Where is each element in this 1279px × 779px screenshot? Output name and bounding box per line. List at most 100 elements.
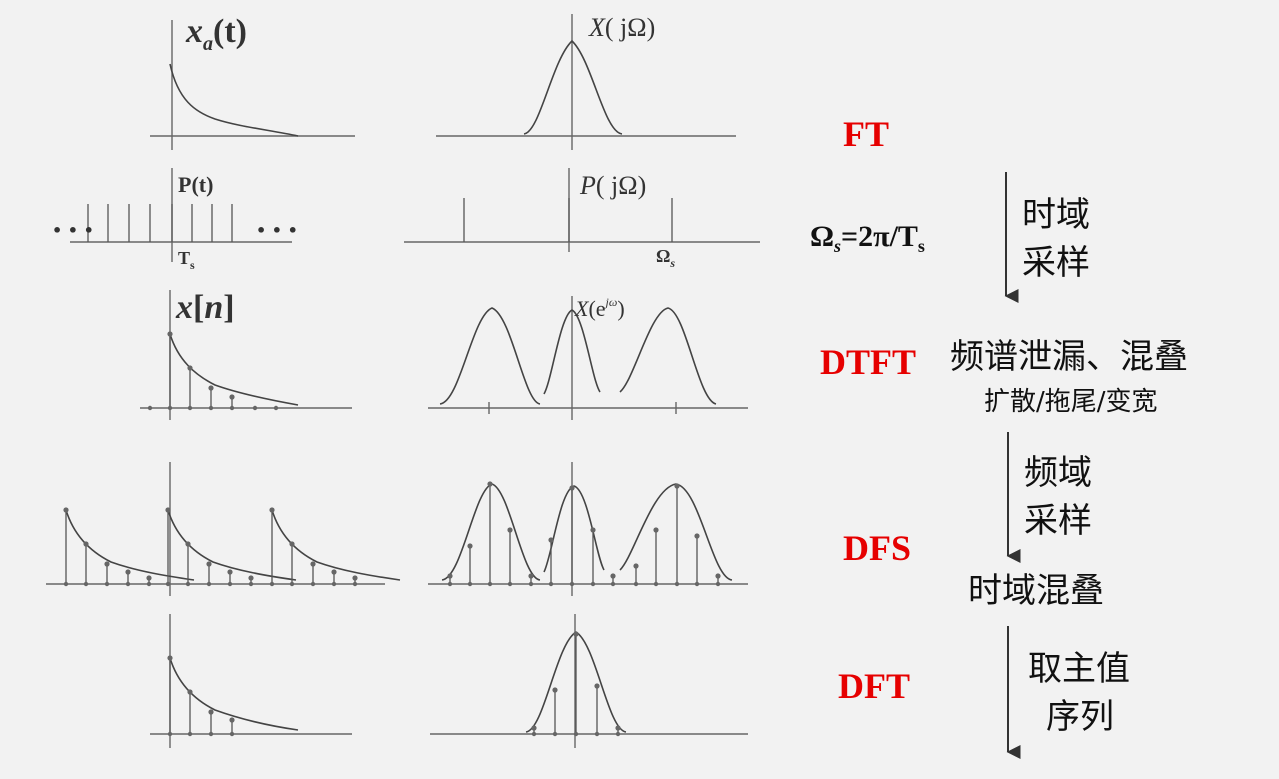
sample-dot (331, 569, 337, 575)
PjO-label: P( jΩ) (579, 171, 646, 200)
sample-base-dot (569, 581, 575, 587)
Pt-impulses (87, 204, 233, 242)
sample-dot (229, 394, 235, 400)
sample-base-dot (594, 731, 600, 737)
principal-label-1: 取主值 (1028, 649, 1130, 689)
leakage-label: 频谱泄漏、混叠 (950, 337, 1188, 377)
sample-base-dot (269, 581, 275, 587)
periodic-envelope (271, 509, 401, 581)
sample-dot (615, 725, 621, 731)
xn-label: x[n] (175, 289, 235, 326)
sample-base-dot (552, 731, 558, 737)
sample-dot (289, 541, 295, 547)
xn-samples (147, 331, 279, 411)
sample-dot (208, 385, 214, 391)
sample-dot (63, 507, 69, 513)
sample-base-dot (507, 581, 513, 587)
xa-decay-curve (169, 63, 299, 137)
sample-base-dot (674, 581, 680, 587)
sample-base-dot (715, 581, 721, 587)
dfs-label: DFS (843, 528, 911, 568)
sample-dot (185, 541, 191, 547)
sample-base-dot (187, 405, 193, 411)
sample-dot (248, 575, 254, 581)
X-gaussian-curve (523, 39, 623, 135)
sample-dot (528, 573, 534, 579)
periodic-seq-samples (63, 507, 358, 587)
sample-base-dot (229, 731, 235, 737)
freq-sampling-label-1: 频域 (1024, 453, 1092, 493)
sample-base-dot (208, 731, 214, 737)
sample-base-dot (548, 581, 554, 587)
xn-plot: x[n] (140, 289, 352, 420)
sample-dot (674, 483, 680, 489)
freq-sampling-label-2: 采样 (1024, 501, 1092, 541)
sample-dot (165, 507, 171, 513)
sample-base-dot (331, 581, 337, 587)
Xejw-label: X(ejω) (574, 295, 625, 321)
principal-label-2: 序列 (1046, 697, 1114, 737)
sample-base-dot (467, 581, 473, 587)
sample-base-dot (352, 581, 358, 587)
dtft-label: DTFT (820, 342, 916, 382)
sample-base-dot (146, 581, 152, 587)
sample-base-dot (531, 731, 537, 737)
periodic-sequence-plot (46, 462, 401, 596)
periodic-seq-envelopes (65, 509, 401, 581)
sample-dot (227, 569, 233, 575)
sample-dot (187, 365, 193, 371)
sample-dot (83, 541, 89, 547)
P-jomega-plot: P( jΩ) Ωs (404, 168, 760, 270)
sample-base-dot (573, 731, 579, 737)
sample-base-dot (289, 581, 295, 587)
sample-base-dot (187, 731, 193, 737)
xa-label: xa(t) (185, 13, 247, 55)
sample-base-dot (610, 581, 616, 587)
sample-base-dot (63, 581, 69, 587)
sampled-spec-samples (447, 481, 721, 587)
sample-base-dot (487, 581, 493, 587)
sample-dot (694, 533, 700, 539)
dots-right: • • • (256, 221, 298, 240)
dft-time-envelope (169, 657, 299, 731)
sample-base-dot (633, 581, 639, 587)
sample-base-dot (185, 581, 191, 587)
sample-dot (610, 573, 616, 579)
sample-base-dot (248, 581, 254, 587)
Ts-label: Ts (178, 248, 195, 272)
sample-base-dot (165, 581, 171, 587)
xa-plot: xa(t) (150, 13, 355, 150)
sample-dot (167, 331, 173, 337)
sample-base-dot (528, 581, 534, 587)
sample-dot (187, 689, 193, 695)
dft-time-plot (150, 614, 352, 748)
sample-base-dot (653, 581, 659, 587)
sample-dot (653, 527, 659, 533)
sample-dot (125, 569, 131, 575)
sampled-spec-curve (441, 483, 733, 581)
sample-dot (590, 527, 596, 533)
time-sampling-label-1: 时域 (1022, 195, 1090, 235)
sample-dot (569, 485, 575, 491)
sample-dot (552, 687, 558, 693)
ft-label: FT (843, 114, 889, 154)
dft-label: DFT (838, 666, 910, 706)
sample-dot (548, 537, 554, 543)
sample-dot (206, 561, 212, 567)
sample-base-dot (615, 731, 621, 737)
sample-dot (467, 543, 473, 549)
sample-base-dot (206, 581, 212, 587)
dft-freq-plot (430, 614, 748, 748)
sample-base-dot (310, 581, 316, 587)
sample-dot (594, 683, 600, 689)
periodic-envelope (65, 509, 195, 581)
sample-dot (352, 575, 358, 581)
sample-base-dot (167, 731, 173, 737)
X-jomega-plot: X( jΩ) (436, 13, 736, 150)
sample-base-dot (694, 581, 700, 587)
sample-base-dot (208, 405, 214, 411)
sample-dot (633, 563, 639, 569)
sample-base-dot (252, 405, 258, 411)
sample-base-dot (590, 581, 596, 587)
sample-base-dot (147, 405, 153, 411)
